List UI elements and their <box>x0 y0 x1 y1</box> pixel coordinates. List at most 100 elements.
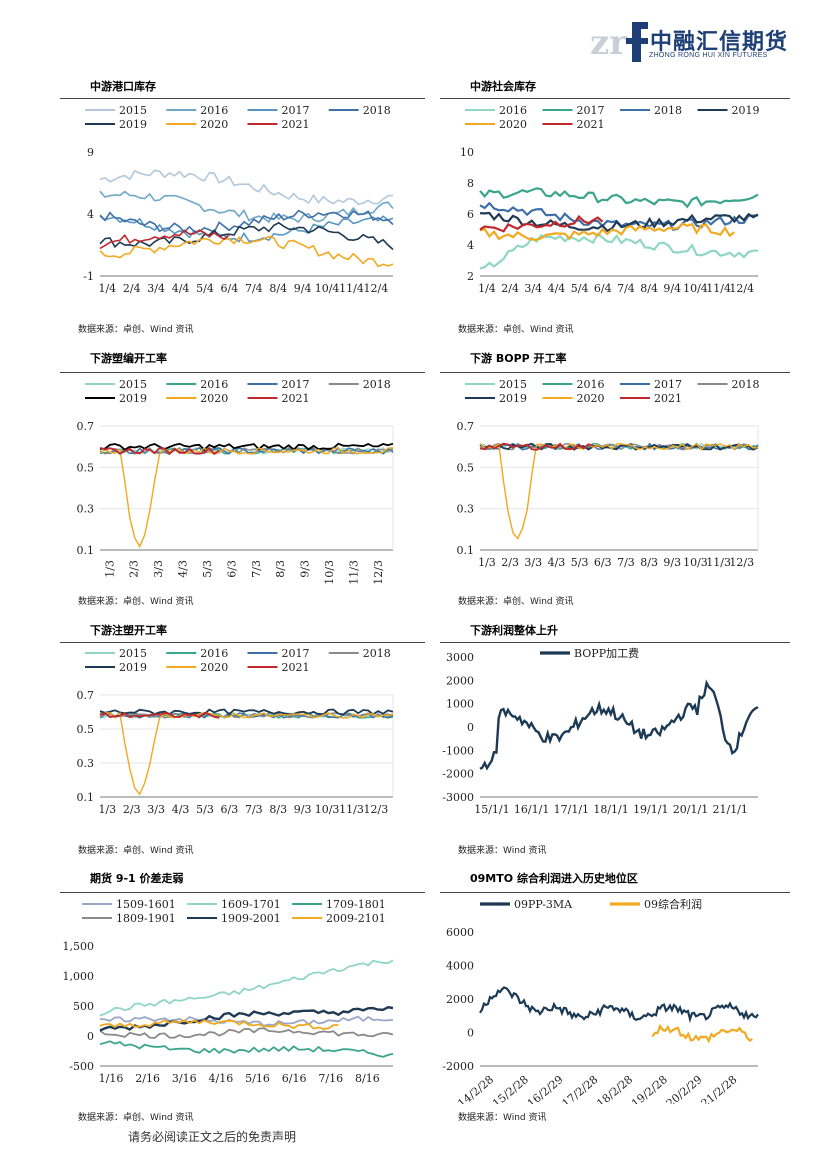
p7-divider <box>60 892 425 893</box>
legend-label: 2021 <box>282 661 310 674</box>
legend-label: 2017 <box>282 378 310 391</box>
x-tick-label: 3/4 <box>524 282 542 295</box>
series-line <box>99 221 394 251</box>
y-tick-label: 1,500 <box>63 940 95 953</box>
legend-label: 2020 <box>200 118 228 131</box>
legend-label: 2019 <box>119 392 147 405</box>
series-line <box>99 446 220 456</box>
legend-label: 2021 <box>654 392 682 405</box>
p2-chart: 2016 2017 2018 2019 2020 2021 10 8 6 4 2 1/4 2/4 3/4 4… <box>460 104 760 295</box>
p8-chart: 09PP-3MA 09综合利润6000400020000-200014/2/281… <box>442 897 759 1104</box>
legend-label: 2018 <box>363 104 391 117</box>
p6-source: 数据来源：Wind 资讯 <box>458 846 547 856</box>
legend-label: 2015 <box>119 104 147 117</box>
y-tick-label: 3000 <box>446 651 474 664</box>
y-tick-label: 0.7 <box>77 420 95 433</box>
series-line <box>99 446 394 549</box>
x-tick-label: 8/3 <box>269 803 287 816</box>
x-tick-label: 5/3 <box>571 556 589 569</box>
x-tick-label: 19/1/1 <box>633 803 668 816</box>
x-tick-label: 5/3 <box>201 560 214 578</box>
legend-label: 2017 <box>282 104 310 117</box>
series-line <box>99 235 394 268</box>
legend-label: 2016 <box>200 104 228 117</box>
x-tick-label: 2/4 <box>501 282 519 295</box>
y-tick-label: 0.3 <box>77 757 95 770</box>
y-tick-label: 8 <box>467 177 474 190</box>
x-tick-label: 10/4 <box>315 282 340 295</box>
series-line <box>99 1019 339 1030</box>
series-line <box>99 712 220 719</box>
x-tick-label: 3/3 <box>147 803 165 816</box>
y-tick-label: 2 <box>467 270 474 283</box>
legend-label: 2016 <box>200 647 228 660</box>
p4-title: 下游 BOPP 开工率 <box>470 352 567 365</box>
legend-label: 2016 <box>577 378 605 391</box>
p1-title: 中游港口库存 <box>90 80 156 93</box>
legend-label: 2015 <box>119 378 147 391</box>
legend-label: 2021 <box>282 118 310 131</box>
p6-chart: BOPP加工费 3000 2000 1000 0 -1000 -2000 -300015/1/… <box>442 647 759 816</box>
x-tick-label: 4/3 <box>548 556 566 569</box>
legend-label: 2018 <box>654 104 682 117</box>
y-tick-label: 500 <box>73 1000 94 1013</box>
x-tick-label: 20/1/1 <box>673 803 708 816</box>
y-tick-label: 0.5 <box>77 461 95 474</box>
legend-label: 1509-1601 <box>116 898 176 911</box>
p5-title: 下游注塑开工率 <box>90 624 167 637</box>
x-tick-label: 10/3 <box>323 560 336 585</box>
p5-chart: 2015 2016 2017 2018 2019 2020 2021 0.7 0.5 0.3 0.1… <box>77 647 394 816</box>
series-line <box>479 187 759 209</box>
p7-chart: 1509-1601 1609-1701 1709-1801 1809-1901 1909… <box>63 898 394 1085</box>
series-line <box>479 222 736 241</box>
x-tick-label: 5/4 <box>571 282 589 295</box>
series-line <box>479 214 604 233</box>
y-tick-label: 0 <box>467 1027 474 1040</box>
y-tick-label: 10 <box>460 146 474 159</box>
p1-chart: 2015 2016 2017 2018 2019 2020 2021 9 4 -1 1/4 2/4 3/… <box>83 104 394 295</box>
x-tick-label: 12/3 <box>729 556 754 569</box>
legend-label: 2020 <box>200 661 228 674</box>
series-line <box>479 986 759 1024</box>
y-tick-label: 9 <box>87 146 94 159</box>
x-tick-label: 8/3 <box>274 560 287 578</box>
p3-title: 下游塑编开工率 <box>90 352 167 365</box>
y-tick-label: 2000 <box>446 993 474 1006</box>
legend-label: 2015 <box>119 647 147 660</box>
legend-label: 2018 <box>363 647 391 660</box>
x-tick-label: 6/4 <box>221 282 239 295</box>
legend-label: 1809-1901 <box>116 912 176 925</box>
legend-label: 2020 <box>200 392 228 405</box>
y-tick-label: -2000 <box>442 768 474 781</box>
x-tick-label: 9/3 <box>299 560 312 578</box>
x-tick-label: 21/2/28 <box>699 1073 740 1104</box>
disclaimer-footer: 请务必阅读正文之后的免责声明 <box>128 1130 297 1144</box>
y-tick-label: 2000 <box>446 674 474 687</box>
y-tick-label: -1000 <box>442 744 474 757</box>
logo-chinese: 中融汇信期货 <box>650 30 789 55</box>
x-tick-label: 11/3 <box>706 556 731 569</box>
legend-label: 1709-1801 <box>326 898 386 911</box>
legend-label: 2020 <box>499 118 527 131</box>
x-tick-label: 5/16 <box>245 1072 270 1085</box>
p3-chart: 2015 2016 2017 2018 2019 2020 2021 0.7 0.5 0.3 0.1… <box>77 378 394 585</box>
x-tick-label: 3/4 <box>147 282 165 295</box>
x-tick-label: 9/3 <box>294 803 312 816</box>
legend-label: 2015 <box>499 378 527 391</box>
x-tick-label: 4/16 <box>209 1072 234 1085</box>
x-tick-label: 7/4 <box>245 282 263 295</box>
series-line <box>99 209 394 234</box>
x-tick-label: 2/4 <box>123 282 141 295</box>
p2-divider <box>440 98 790 99</box>
x-tick-label: 3/3 <box>152 560 165 578</box>
y-tick-label: 4000 <box>446 960 474 973</box>
p6-title: 下游利润整体上升 <box>470 624 558 637</box>
x-tick-label: 10/4 <box>683 282 708 295</box>
series-line <box>479 442 759 540</box>
x-tick-label: 7/4 <box>617 282 635 295</box>
y-tick-label: 6 <box>467 208 474 221</box>
x-tick-label: 8/3 <box>640 556 658 569</box>
x-tick-label: 9/4 <box>294 282 312 295</box>
series-line <box>99 708 394 716</box>
x-tick-label: 9/4 <box>663 282 681 295</box>
